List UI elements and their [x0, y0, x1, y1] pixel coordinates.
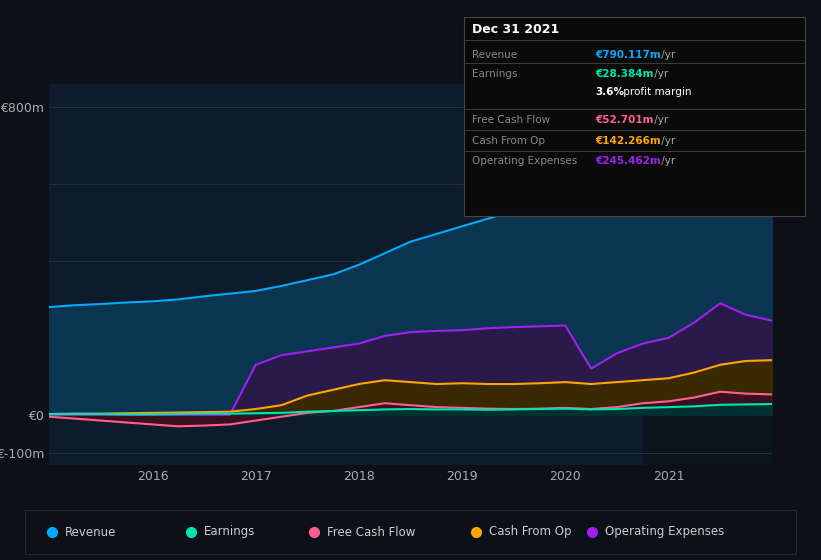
Text: Operating Expenses: Operating Expenses	[605, 525, 724, 539]
Text: profit margin: profit margin	[620, 87, 691, 97]
Text: Earnings: Earnings	[472, 69, 517, 80]
Bar	[643, 84, 772, 465]
Text: Free Cash Flow: Free Cash Flow	[472, 115, 550, 125]
Text: Dec 31 2021: Dec 31 2021	[472, 22, 559, 36]
Text: €28.384m: €28.384m	[595, 69, 654, 80]
Text: Operating Expenses: Operating Expenses	[472, 156, 577, 166]
Text: /yr: /yr	[651, 115, 668, 125]
Text: €52.701m: €52.701m	[595, 115, 654, 125]
Text: /yr: /yr	[658, 136, 676, 146]
Text: €245.462m: €245.462m	[595, 156, 661, 166]
Text: Cash From Op: Cash From Op	[472, 136, 545, 146]
Text: Earnings: Earnings	[204, 525, 255, 539]
Text: /yr: /yr	[658, 156, 676, 166]
Text: /yr: /yr	[651, 69, 668, 80]
Text: Revenue: Revenue	[472, 50, 517, 60]
Text: €142.266m: €142.266m	[595, 136, 661, 146]
Text: /yr: /yr	[658, 50, 676, 60]
Text: Free Cash Flow: Free Cash Flow	[327, 525, 415, 539]
Text: €790.117m: €790.117m	[595, 50, 661, 60]
Text: Cash From Op: Cash From Op	[489, 525, 571, 539]
Text: Revenue: Revenue	[65, 525, 116, 539]
Text: 3.6%: 3.6%	[595, 87, 624, 97]
